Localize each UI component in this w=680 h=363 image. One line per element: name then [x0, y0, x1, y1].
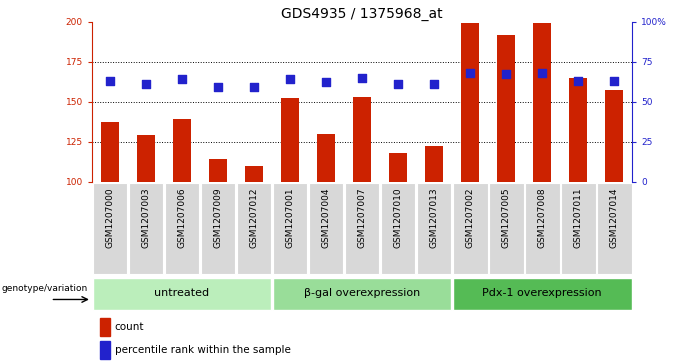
Bar [209, 159, 227, 182]
Bar [173, 119, 191, 182]
FancyBboxPatch shape [237, 183, 271, 274]
Text: GSM1207004: GSM1207004 [322, 187, 330, 248]
Text: untreated: untreated [154, 288, 209, 298]
Text: GSM1207003: GSM1207003 [141, 187, 150, 248]
Point [537, 70, 547, 76]
Text: GSM1207014: GSM1207014 [610, 187, 619, 248]
Bar [281, 98, 299, 182]
FancyBboxPatch shape [453, 278, 632, 310]
Point [176, 76, 187, 82]
Point [248, 84, 259, 90]
Bar [317, 134, 335, 182]
Bar [497, 34, 515, 182]
Bar [461, 23, 479, 182]
Text: count: count [114, 322, 144, 332]
Point [212, 84, 223, 90]
Text: β-gal overexpression: β-gal overexpression [304, 288, 420, 298]
Text: GSM1207012: GSM1207012 [250, 187, 258, 248]
Bar [100, 341, 109, 359]
Bar [389, 153, 407, 182]
Point [141, 81, 152, 87]
FancyBboxPatch shape [92, 183, 127, 274]
Text: GSM1207001: GSM1207001 [286, 187, 294, 248]
FancyBboxPatch shape [345, 183, 379, 274]
FancyBboxPatch shape [165, 183, 199, 274]
Point [428, 81, 439, 87]
Point [392, 81, 403, 87]
Bar [533, 23, 551, 182]
FancyBboxPatch shape [273, 183, 307, 274]
Bar [353, 97, 371, 182]
Bar [137, 135, 155, 182]
Text: GSM1207000: GSM1207000 [105, 187, 114, 248]
Text: GSM1207013: GSM1207013 [430, 187, 439, 248]
Text: Pdx-1 overexpression: Pdx-1 overexpression [483, 288, 602, 298]
Point [609, 78, 619, 84]
Bar [245, 166, 263, 182]
FancyBboxPatch shape [597, 183, 632, 274]
Title: GDS4935 / 1375968_at: GDS4935 / 1375968_at [282, 7, 443, 21]
Bar [605, 90, 624, 182]
Bar [101, 122, 119, 182]
Point [105, 78, 116, 84]
Text: GSM1207011: GSM1207011 [574, 187, 583, 248]
FancyBboxPatch shape [453, 183, 488, 274]
Text: genotype/variation: genotype/variation [2, 284, 88, 293]
Bar [100, 318, 109, 336]
Bar [425, 146, 443, 182]
Text: GSM1207005: GSM1207005 [502, 187, 511, 248]
Point [284, 76, 295, 82]
Text: GSM1207008: GSM1207008 [538, 187, 547, 248]
FancyBboxPatch shape [309, 183, 343, 274]
Point [573, 78, 583, 84]
Point [356, 75, 367, 81]
Text: GSM1207007: GSM1207007 [358, 187, 367, 248]
Point [320, 79, 331, 85]
Bar [569, 78, 588, 182]
FancyBboxPatch shape [525, 183, 560, 274]
FancyBboxPatch shape [92, 278, 271, 310]
Text: GSM1207009: GSM1207009 [214, 187, 222, 248]
Text: GSM1207006: GSM1207006 [177, 187, 186, 248]
Text: percentile rank within the sample: percentile rank within the sample [114, 345, 290, 355]
Text: GSM1207002: GSM1207002 [466, 187, 475, 248]
FancyBboxPatch shape [129, 183, 163, 274]
FancyBboxPatch shape [201, 183, 235, 274]
Point [500, 72, 511, 77]
FancyBboxPatch shape [489, 183, 524, 274]
FancyBboxPatch shape [381, 183, 415, 274]
Text: GSM1207010: GSM1207010 [394, 187, 403, 248]
Point [464, 70, 475, 76]
FancyBboxPatch shape [561, 183, 596, 274]
FancyBboxPatch shape [273, 278, 452, 310]
FancyBboxPatch shape [417, 183, 452, 274]
